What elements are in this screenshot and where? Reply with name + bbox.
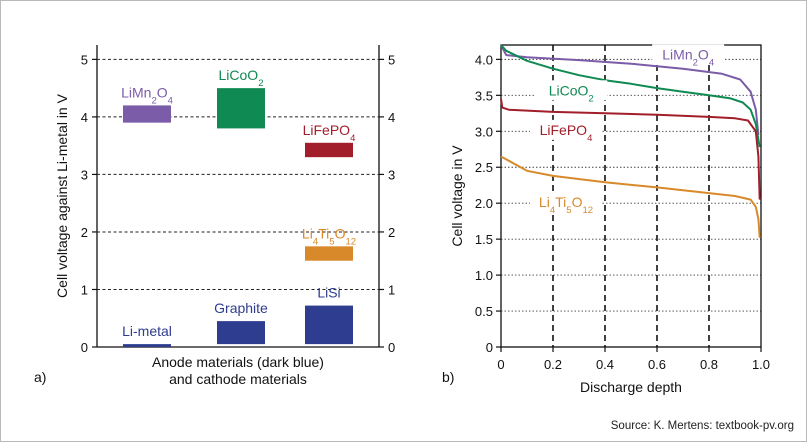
- b-y-tick-label: 2.0: [475, 196, 493, 211]
- b-x-tick-label: 0.8: [700, 357, 718, 372]
- a-bar-label-limn2o4: LiMn2O4: [121, 84, 174, 106]
- a-y-tick-label: 1: [81, 282, 88, 297]
- b-series-label-lifepo4: LiFePO4: [540, 122, 593, 144]
- b-x-tick-label: 0.2: [544, 357, 562, 372]
- b-y-tick-label: 3.0: [475, 124, 493, 139]
- b-y-tick-label: 1.5: [475, 232, 493, 247]
- a-bar-licoo2: [217, 88, 265, 129]
- a-bar-li4ti5o12: [305, 246, 353, 261]
- a-y-tick-label: 4: [81, 110, 88, 125]
- a-y-tick-label-right: 2: [388, 225, 395, 240]
- a-y-tick-label-right: 1: [388, 282, 395, 297]
- a-bar-label-lisi: LiSi: [317, 285, 340, 301]
- b-series-lifepo4: [500, 98, 761, 200]
- a-bar-label-licoo2: LiCoO2: [219, 67, 264, 89]
- panel-b-tag: b): [442, 369, 455, 385]
- b-label-bg: [652, 44, 725, 65]
- b-series-label-limn2o4: LiMn2O4: [662, 46, 715, 68]
- a-bar-label-lifepo4: LiFePO4: [303, 122, 356, 144]
- a-y-tick-label-right: 4: [388, 110, 395, 125]
- a-x-axis-label: and cathode materials: [169, 371, 307, 387]
- b-series-label-li4ti5o12: Li4Ti5O12: [539, 194, 593, 216]
- b-y-tick-label: 3.5: [475, 88, 493, 103]
- b-y-tick-label: 1.0: [475, 268, 493, 283]
- a-y-tick-label-right: 5: [388, 52, 395, 67]
- b-x-tick-label: 0.4: [596, 357, 614, 372]
- a-bar-li-metal: [123, 344, 171, 347]
- a-y-tick-label: 5: [81, 52, 88, 67]
- a-bar-label-li4ti5o12: Li4Ti5O12: [302, 225, 356, 247]
- b-x-tick-label: 0.6: [648, 357, 666, 372]
- a-bar-limn2o4: [123, 105, 171, 123]
- b-y-tick-label: 0: [486, 340, 493, 355]
- b-y-tick-label: 2.5: [475, 160, 493, 175]
- panel-a-tag: a): [34, 369, 47, 385]
- a-bar-label-graphite: Graphite: [214, 300, 268, 316]
- a-bar-lisi: [305, 305, 353, 345]
- b-x-tick-label: 0: [497, 357, 504, 372]
- b-series-label-licoo2: LiCoO2: [549, 82, 594, 104]
- b-x-axis-label: Discharge depth: [580, 379, 682, 395]
- a-bar-graphite: [217, 321, 265, 345]
- a-x-axis-label: Anode materials (dark blue): [152, 354, 324, 370]
- a-y-tick-label: 2: [81, 225, 88, 240]
- a-y-tick-label: 0: [81, 340, 88, 355]
- b-plot-frame: [500, 44, 762, 348]
- b-y-tick-label: 4.0: [475, 52, 493, 67]
- b-label-bg: [535, 80, 608, 101]
- a-y-tick-label-right: 0: [388, 340, 395, 355]
- b-x-tick-label: 1.0: [752, 357, 770, 372]
- b-y-tick-label: 0.5: [475, 304, 493, 319]
- a-y-tick-label-right: 3: [388, 167, 395, 182]
- a-bar-lifepo4: [305, 142, 353, 158]
- source-credit: Source: K. Mertens: textbook-pv.org: [610, 420, 794, 432]
- b-series-licoo2: [500, 44, 761, 148]
- b-label-bg: [530, 191, 602, 212]
- b-label-bg: [530, 119, 602, 140]
- a-bar-label-li-metal: Li-metal: [122, 323, 172, 339]
- b-y-axis-label: Cell voltage in V: [449, 145, 465, 247]
- b-series-li4ti5o12: [500, 155, 761, 238]
- a-y-tick-label: 3: [81, 167, 88, 182]
- a-y-axis-label: Cell voltage against Li-metal in V: [54, 93, 70, 298]
